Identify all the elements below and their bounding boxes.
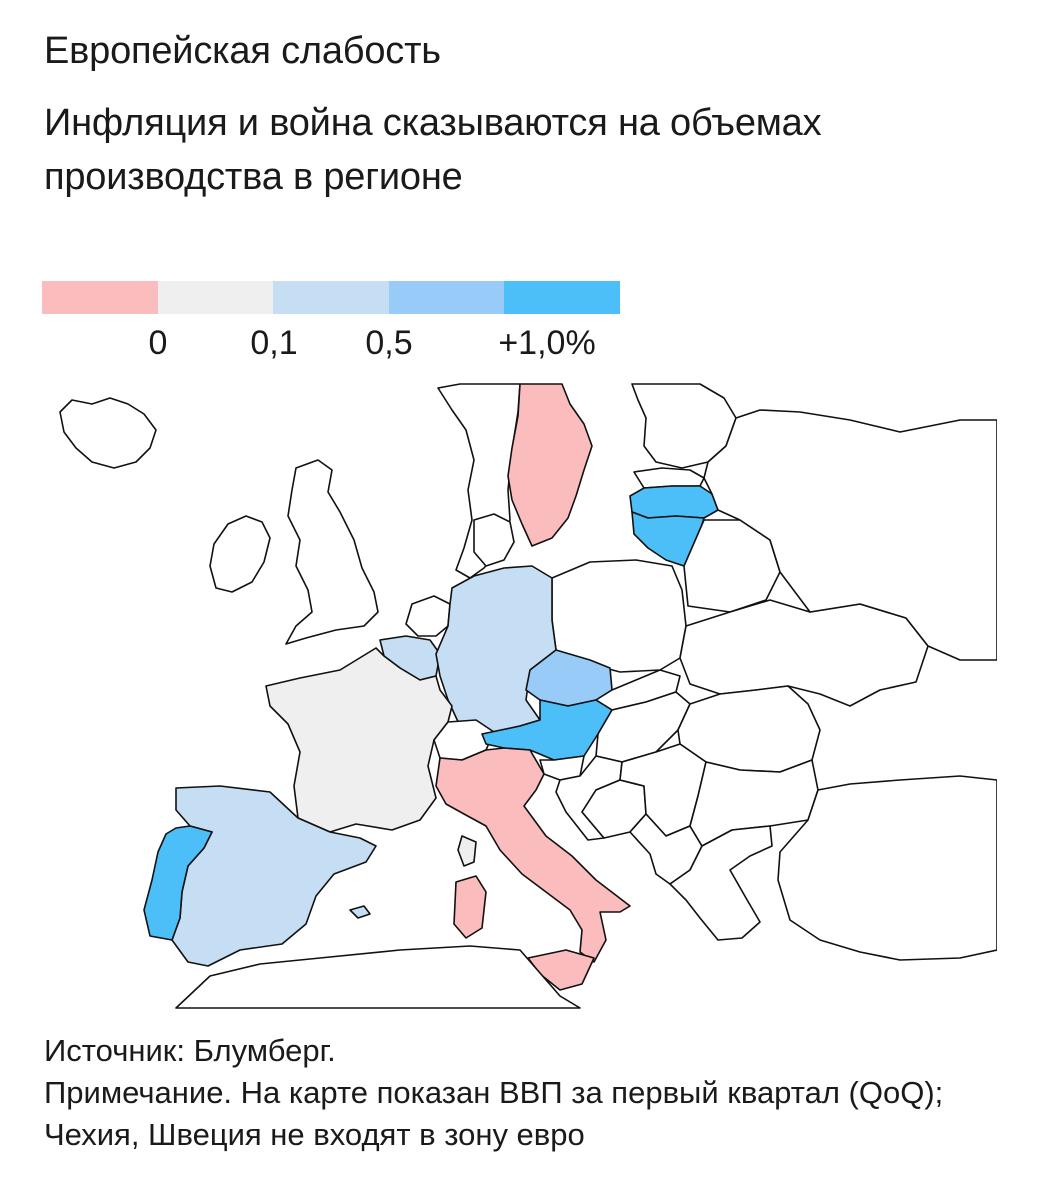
region-north-africa	[175, 945, 581, 1009]
color-legend: 0 0,1 0,5 +1,0%	[42, 281, 622, 371]
country-united-kingdom	[285, 459, 379, 645]
country-netherlands	[405, 595, 451, 637]
country-sweden	[507, 383, 593, 547]
country-turkey	[777, 775, 997, 961]
country-italy	[435, 747, 631, 963]
country-portugal	[143, 825, 213, 941]
chart-subtitle: Инфляция и война сказываются на объемах …	[44, 102, 822, 198]
country-ukraine	[679, 599, 929, 707]
country-spain-balearic	[349, 905, 371, 919]
legend-swatch-0-to-0.1	[157, 281, 274, 314]
legend-label-0.1: 0,1	[250, 324, 298, 362]
explanatory-note: Примечание. На карте показан ВВП за перв…	[44, 1075, 944, 1152]
country-finland	[631, 383, 737, 469]
country-italy-sardinia	[453, 875, 487, 939]
legend-label-0.5: 0,5	[365, 324, 413, 362]
country-france-corsica	[457, 835, 477, 867]
legend-swatch-above-1.0	[504, 281, 620, 314]
chart-title: Европейская слабость	[44, 30, 441, 72]
country-germany	[435, 565, 557, 733]
country-latvia	[629, 485, 719, 519]
legend-color-bar	[42, 281, 620, 314]
legend-swatch-negative	[42, 281, 158, 314]
country-denmark	[473, 513, 515, 567]
country-estonia	[633, 467, 705, 489]
legend-label-0: 0	[148, 324, 168, 362]
europe-map	[59, 383, 997, 1009]
legend-label-1.0: +1,0%	[498, 324, 596, 362]
country-ireland	[209, 515, 271, 593]
source-note: Источник: Блумберг.	[44, 1033, 336, 1068]
country-iceland	[59, 397, 157, 469]
country-bulgaria	[689, 759, 819, 847]
country-france	[265, 647, 453, 833]
chart-footer: Источник: Блумберг. Примечание. На карте…	[44, 1030, 1037, 1156]
country-greece	[669, 825, 773, 941]
legend-swatch-0.1-to-0.5	[273, 281, 389, 314]
country-russia-west	[703, 409, 997, 661]
legend-swatch-0.5-to-1.0	[388, 281, 505, 314]
